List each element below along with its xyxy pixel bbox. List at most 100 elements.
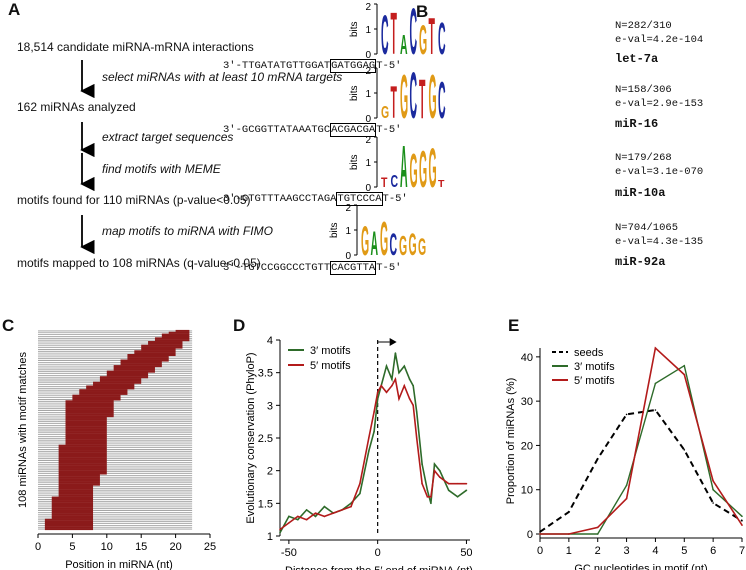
data-point bbox=[373, 430, 375, 433]
data-point bbox=[296, 518, 299, 521]
logo-letter: G bbox=[410, 144, 418, 198]
motif-match-bar bbox=[65, 407, 114, 410]
data-point bbox=[426, 489, 429, 492]
data-point bbox=[741, 515, 743, 518]
y-tick-label: 40 bbox=[521, 352, 533, 364]
logo-letter: A bbox=[400, 134, 408, 199]
panel-label-b: B bbox=[416, 2, 429, 21]
data-point bbox=[288, 522, 290, 524]
motif-match-bar bbox=[86, 385, 135, 388]
data-point bbox=[341, 509, 343, 511]
motif-evalue: e-val=4.3e-135 bbox=[615, 236, 704, 248]
motif-match-bar bbox=[51, 502, 94, 505]
data-point bbox=[403, 384, 406, 387]
motif-evalue: e-val=4.2e-104 bbox=[615, 34, 704, 46]
data-point bbox=[741, 524, 743, 526]
logo-letter: A bbox=[371, 225, 379, 263]
x-tick-label: 50 bbox=[460, 547, 472, 559]
chart-c: 0 5 10 15 20 25 Position in miRNA (nt) 108 miRN… bbox=[17, 329, 216, 570]
motif-match-bar bbox=[120, 361, 162, 364]
data-point bbox=[439, 476, 441, 478]
data-point bbox=[412, 384, 414, 387]
motif-match-bar bbox=[58, 491, 94, 494]
motif-match-bar bbox=[58, 481, 100, 484]
motif-match-bar bbox=[79, 389, 128, 392]
x-tick-label: 25 bbox=[204, 541, 216, 553]
logo-letter: C bbox=[391, 172, 399, 191]
logo-axis-label: bits bbox=[329, 222, 340, 238]
motif-match-bar bbox=[113, 368, 155, 371]
logo-axis-label: bits bbox=[349, 21, 360, 37]
logo-axis-label: bits bbox=[349, 85, 360, 101]
motif-match-bar bbox=[58, 474, 100, 477]
motif-sequence: 3′-TTGATATGTTGGATGATGGAGT-5′ bbox=[223, 59, 402, 73]
data-point bbox=[403, 365, 406, 367]
logo-letter: C bbox=[410, 0, 418, 69]
legend-label: 3′ motifs bbox=[574, 361, 615, 373]
y-axis-label: Evolutionary conservation (PhyloP) bbox=[245, 352, 257, 523]
motif-match-bar bbox=[58, 487, 94, 490]
motif-count: N=282/310 bbox=[615, 20, 672, 32]
data-point bbox=[314, 512, 317, 514]
motif-mirna-name: miR-10a bbox=[615, 186, 666, 200]
x-tick-label: 5 bbox=[681, 545, 687, 557]
data-point bbox=[712, 502, 714, 504]
motif-match-bar bbox=[51, 511, 94, 514]
motif-match-bar bbox=[99, 376, 149, 379]
motif-evalue: e-val=3.1e-070 bbox=[615, 166, 704, 178]
y-axis-label: Proportion of miRNAs (%) bbox=[505, 378, 517, 505]
data-point bbox=[391, 384, 393, 387]
flow-arrow-label-4: map motifs to miRNA with FIMO bbox=[102, 224, 273, 238]
motif-site-box: GATGGAG bbox=[330, 59, 377, 73]
data-point bbox=[415, 411, 418, 413]
logo-letter: G bbox=[409, 227, 417, 262]
data-point bbox=[323, 515, 326, 518]
motif-match-bar bbox=[93, 383, 135, 386]
motif-match-bar bbox=[58, 472, 107, 475]
x-tick-label: 10 bbox=[101, 541, 113, 553]
data-point bbox=[433, 469, 436, 472]
data-point bbox=[359, 482, 361, 485]
motif-match-bar bbox=[58, 444, 107, 447]
motif-match-bar bbox=[161, 335, 190, 338]
motif-match-bar bbox=[51, 509, 94, 512]
series-line bbox=[540, 346, 743, 535]
logo-letter: G bbox=[361, 218, 369, 265]
y-tick-label: 2 bbox=[267, 466, 273, 478]
data-point bbox=[568, 533, 570, 535]
motif-match-bar bbox=[65, 415, 114, 418]
logo-tick-label: 0 bbox=[365, 183, 371, 194]
motif-match-bar bbox=[65, 422, 107, 425]
motif-match-bar bbox=[51, 515, 94, 518]
motif-match-bar bbox=[58, 489, 94, 492]
legend-label: seeds bbox=[574, 347, 604, 359]
logo-letter: T bbox=[429, 7, 435, 65]
y-tick-label: 0 bbox=[527, 529, 533, 541]
motif-match-bar bbox=[65, 426, 107, 429]
flow-arrow-label-3: find motifs with MEME bbox=[102, 162, 221, 176]
motif-mirna-name: let-7a bbox=[615, 52, 659, 66]
panel-label-a: A bbox=[8, 0, 21, 19]
series-line bbox=[279, 376, 467, 531]
motif-match-bar bbox=[154, 339, 190, 342]
data-point bbox=[367, 450, 370, 452]
y-tick-label: 10 bbox=[521, 485, 533, 497]
motif-match-bar bbox=[120, 359, 169, 362]
logo-tick-label: 2 bbox=[365, 2, 371, 13]
y-tick-label: 3.5 bbox=[258, 368, 273, 380]
motif-match-bar bbox=[65, 429, 107, 432]
motif-match-bar bbox=[65, 418, 107, 421]
motif-match-bar bbox=[51, 500, 94, 503]
series-line bbox=[539, 408, 743, 533]
x-tick-label: 15 bbox=[135, 541, 147, 553]
x-tick-label: 0 bbox=[375, 547, 381, 559]
legend-label: 3′ motifs bbox=[310, 345, 351, 357]
motif-match-bar bbox=[65, 405, 114, 408]
motif-match-bar bbox=[65, 437, 107, 440]
motif-match-bar bbox=[65, 403, 114, 407]
y-tick-label: 30 bbox=[521, 396, 533, 408]
logo-letter: C bbox=[390, 227, 398, 262]
motif-match-bar bbox=[58, 457, 107, 460]
data-point bbox=[398, 371, 400, 374]
data-point bbox=[426, 496, 429, 498]
